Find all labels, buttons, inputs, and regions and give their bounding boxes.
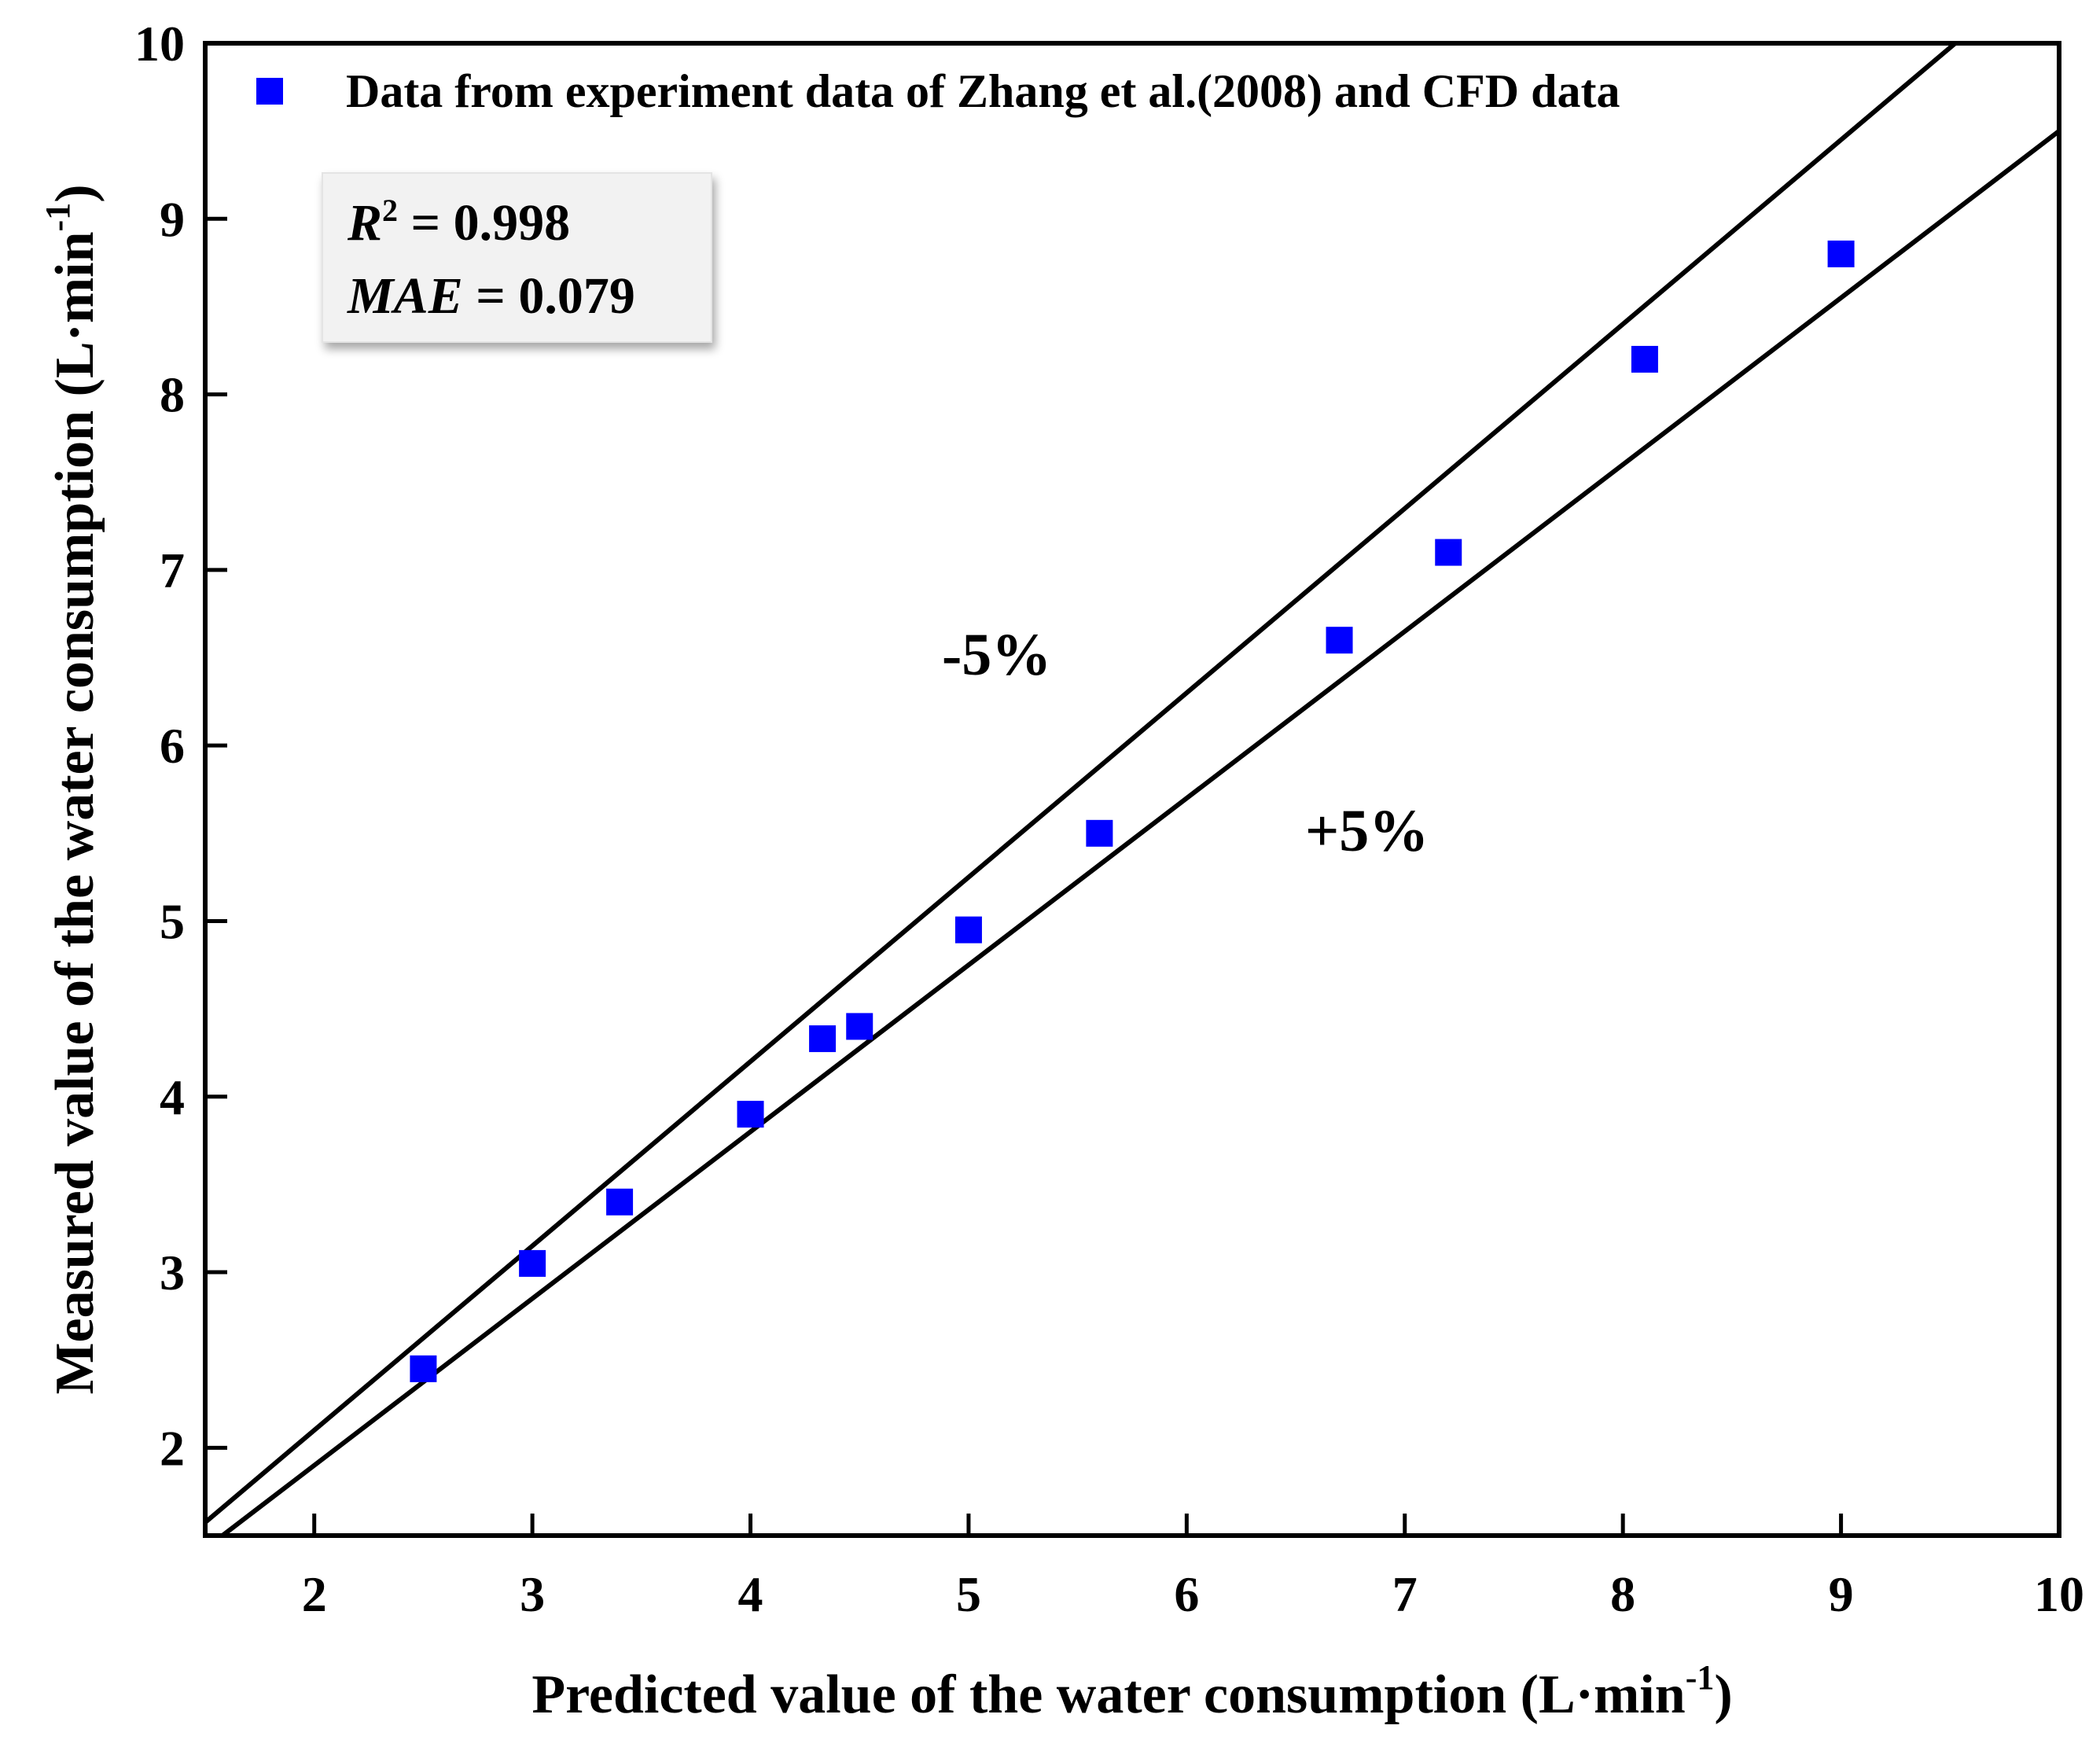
- x-axis-title: Predicted value of the water consumption…: [531, 1658, 1732, 1725]
- x-tick-label: 5: [956, 1566, 981, 1622]
- y-tick-label: 6: [160, 718, 185, 774]
- data-point: [1086, 819, 1113, 847]
- y-tick-label: 8: [160, 367, 185, 423]
- y-tick-label: 4: [160, 1069, 185, 1125]
- legend: Data from experiment data of Zhang et al…: [256, 65, 1620, 117]
- legend-label: Data from experiment data of Zhang et al…: [346, 65, 1620, 117]
- data-point: [737, 1101, 764, 1128]
- data-point: [846, 1013, 873, 1040]
- y-tick-label: 2: [160, 1420, 185, 1476]
- x-tick-label: 7: [1392, 1566, 1418, 1622]
- x-tick-label: 6: [1174, 1566, 1199, 1622]
- band-label-plus5: +5%: [1305, 798, 1429, 864]
- data-points: [410, 240, 1855, 1382]
- data-point: [519, 1249, 546, 1277]
- x-tick-label: 9: [1829, 1566, 1854, 1622]
- y-axis-ticks: 2 3 4 5 6 7 8 9 10: [134, 16, 227, 1476]
- y-tick-label: 9: [160, 191, 185, 247]
- x-axis-ticks: 2 3 4 5 6 7 8 9 10: [302, 1514, 2084, 1622]
- data-point: [1827, 240, 1855, 267]
- y-tick-label: 7: [160, 543, 185, 598]
- reference-line-minus5: [205, 43, 1959, 1525]
- data-point: [410, 1355, 437, 1382]
- x-tick-label: 4: [738, 1566, 763, 1622]
- data-point: [809, 1025, 837, 1053]
- x-tick-label: 3: [520, 1566, 545, 1622]
- band-label-minus5: -5%: [942, 622, 1051, 688]
- data-point: [954, 916, 982, 944]
- plot-frame: [203, 41, 2061, 1538]
- mae-text: MAE = 0.079: [347, 267, 635, 325]
- x-tick-label: 2: [302, 1566, 327, 1622]
- reference-lines: [205, 43, 2059, 1536]
- data-point: [1631, 345, 1658, 373]
- legend-marker: [256, 78, 283, 105]
- data-point: [1435, 539, 1462, 566]
- y-tick-label: 3: [160, 1245, 185, 1300]
- data-point: [1326, 627, 1353, 654]
- x-tick-label: 8: [1610, 1566, 1635, 1622]
- y-tick-label: 5: [160, 893, 185, 949]
- x-tick-label: 10: [2034, 1566, 2084, 1622]
- reference-line-plus5: [218, 129, 2059, 1536]
- y-tick-label: 10: [134, 16, 185, 72]
- stats-box: R2 = 0.998 MAE = 0.079: [322, 172, 712, 343]
- y-axis-title: Measured value of the water consumption …: [39, 184, 105, 1394]
- data-point: [606, 1188, 634, 1216]
- stats-box-background: [322, 172, 712, 343]
- r-squared-text: R2 = 0.998: [347, 193, 570, 252]
